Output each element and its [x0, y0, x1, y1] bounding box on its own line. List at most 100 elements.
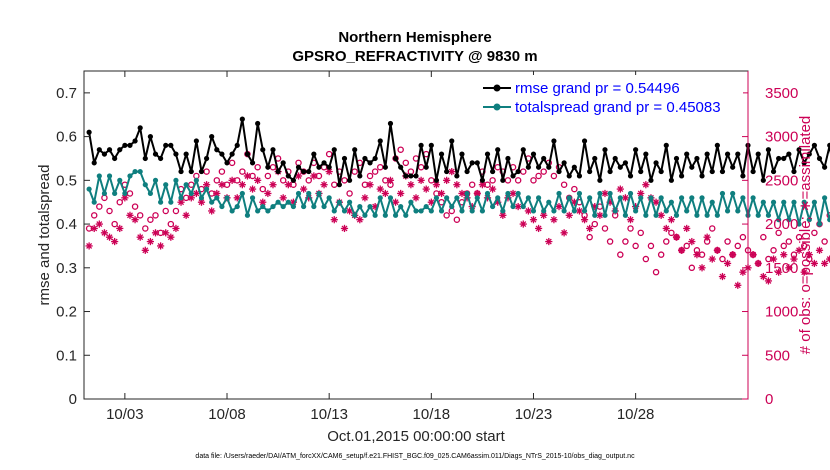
spread-point — [597, 190, 603, 197]
rmse-point — [689, 164, 695, 170]
possible-obs-point — [632, 242, 639, 250]
spread-point — [418, 208, 424, 214]
spread-point — [122, 190, 128, 197]
possible-obs-point — [683, 242, 690, 250]
chart-title: Northern Hemisphere — [338, 29, 491, 46]
possible-obs-point — [657, 251, 665, 258]
assimilated-obs-point — [208, 207, 216, 215]
spread-point — [709, 199, 715, 205]
rmse-point — [408, 173, 414, 179]
assimilated-obs-point — [775, 268, 783, 276]
possible-obs-point — [739, 233, 747, 241]
rmse-point — [786, 151, 792, 157]
assimilated-obs-point — [810, 259, 818, 268]
assimilated-obs-point — [575, 207, 584, 215]
assimilated-obs-point — [509, 189, 517, 198]
rmse-point — [403, 173, 409, 179]
rmse-point — [270, 147, 276, 153]
rmse-point — [566, 173, 572, 179]
spread-point — [147, 190, 153, 197]
rmse-point — [127, 142, 133, 148]
rmse-point — [633, 147, 639, 153]
possible-obs-point — [259, 185, 267, 193]
possible-obs-point — [627, 225, 634, 232]
y2-tick-label: 2500 — [765, 172, 798, 189]
rmse-point — [239, 116, 245, 122]
rmse-point — [699, 173, 705, 179]
y2-axis-label: # of obs: o=possible; ∗=assimilated — [797, 116, 814, 355]
spread-point — [214, 195, 220, 201]
assimilated-obs-point — [703, 233, 711, 241]
spread-point — [244, 212, 251, 218]
spread-point — [520, 203, 526, 210]
assimilated-obs-point — [238, 181, 246, 189]
spread-point — [653, 212, 659, 218]
spread-point — [316, 190, 322, 197]
rmse-point — [490, 168, 496, 175]
rmse-point — [244, 151, 251, 157]
spread-point — [362, 212, 368, 218]
possible-obs-point — [162, 207, 169, 215]
spread-point — [347, 199, 353, 205]
spread-point — [173, 177, 179, 183]
spread-point — [776, 217, 782, 223]
assimilated-obs-point — [443, 176, 451, 184]
assimilated-obs-point — [514, 202, 522, 211]
spread-point — [827, 217, 830, 223]
y-tick-label: 0.4 — [56, 216, 77, 233]
spread-point — [638, 195, 644, 201]
spread-point — [377, 195, 383, 201]
spread-point — [530, 208, 537, 214]
rmse-point — [260, 147, 266, 153]
spread-point — [142, 182, 148, 188]
spread-point — [679, 195, 685, 201]
rmse-point — [152, 151, 159, 157]
spread-point — [229, 208, 235, 214]
spread-point — [464, 190, 470, 197]
assimilated-obs-point — [356, 216, 364, 224]
spread-point — [469, 208, 475, 214]
spread-point — [816, 221, 823, 227]
rmse-point — [321, 160, 327, 166]
rmse-point — [714, 142, 720, 148]
assimilated-obs-point — [136, 233, 144, 241]
assimilated-obs-point — [780, 251, 788, 259]
possible-obs-point — [800, 242, 808, 250]
assimilated-obs-point — [565, 211, 573, 219]
assimilated-obs-point — [580, 216, 589, 224]
y2-tick-label: 0 — [765, 391, 773, 408]
rmse-point — [684, 151, 690, 157]
rmse-point — [571, 164, 577, 170]
assimilated-obs-point — [131, 216, 139, 224]
possible-obs-point — [397, 146, 404, 153]
assimilated-obs-point — [688, 237, 696, 246]
spread-point — [168, 199, 174, 205]
assimilated-obs-point — [172, 224, 180, 233]
spread-point — [341, 208, 348, 214]
assimilated-obs-point — [284, 181, 292, 189]
rmse-point — [449, 138, 455, 144]
spread-point — [112, 190, 118, 197]
rmse-point — [285, 173, 291, 179]
y2-tick-label: 500 — [765, 347, 790, 364]
possible-obs-point — [218, 168, 226, 175]
rmse-point — [704, 151, 710, 157]
possible-obs-point — [785, 238, 793, 245]
possible-obs-point — [622, 238, 629, 245]
assimilated-obs-point — [621, 194, 630, 202]
rmse-point — [367, 160, 373, 166]
rmse-point — [280, 160, 286, 166]
rmse-point — [740, 173, 746, 179]
rmse-point — [101, 151, 108, 157]
assimilated-obs-point — [657, 211, 665, 219]
rmse-point — [735, 151, 741, 157]
rmse-point — [694, 155, 700, 162]
y2-tick-label: 3500 — [765, 85, 798, 102]
rmse-point — [224, 160, 230, 166]
rmse-point — [203, 155, 210, 162]
assimilated-obs-point — [141, 246, 149, 254]
assimilated-obs-point — [100, 229, 109, 237]
spread-point — [275, 199, 281, 205]
spread-point — [515, 190, 521, 197]
